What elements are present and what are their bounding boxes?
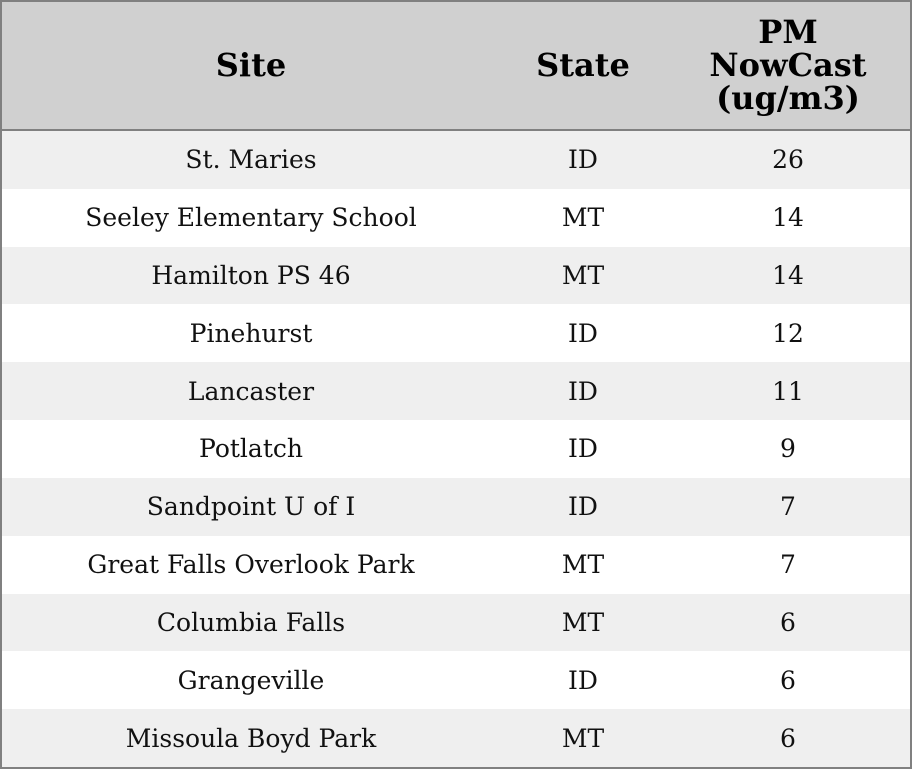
table-cell: 11 (772, 376, 804, 406)
table-cell: 14 (772, 261, 804, 291)
table-cell: ID (568, 434, 598, 464)
table-cell: 7 (780, 550, 796, 580)
table-cell: MT (561, 261, 605, 291)
table-cell: Seeley Elementary School (85, 203, 417, 233)
table-cell: 12 (772, 318, 804, 348)
header-cell: State (536, 46, 630, 84)
table-row: Sandpoint U of I ID 7 (2, 477, 910, 536)
table-row: Potlatch ID 9 (2, 420, 910, 478)
table-cell: Lancaster (187, 376, 315, 406)
table-cell: Missoula Boyd Park (125, 723, 377, 753)
table-cell: ID (568, 145, 598, 175)
table-cell: Pinehurst (189, 318, 313, 348)
table-cell: Potlatch (199, 434, 303, 464)
table-row: Seeley Elementary School MT 14 (2, 188, 910, 247)
table-cell: Sandpoint U of I (146, 492, 356, 522)
table-row: Missoula Boyd Park MT 6 (2, 709, 910, 767)
table-cell: 6 (780, 723, 796, 753)
table-cell: 14 (772, 203, 804, 233)
table-row: St. Maries ID 26 (2, 131, 910, 189)
table-row: Hamilton PS 46 MT 14 (2, 246, 910, 305)
table-cell: MT (561, 550, 605, 580)
table-row: Pinehurst ID 12 (2, 304, 910, 363)
table-cell: MT (561, 723, 605, 753)
table-cell: 9 (780, 434, 796, 464)
table-cell: Great Falls Overlook Park (87, 550, 415, 580)
table-cell: ID (568, 665, 598, 695)
header-row: Site State PM NowCast (ug/m3) (2, 2, 910, 131)
table-cell: MT (561, 203, 605, 233)
table-row: Great Falls Overlook Park MT 7 (2, 535, 910, 594)
table-cell: ID (568, 318, 598, 348)
table-cell: 6 (780, 607, 796, 637)
table-row: Lancaster ID 11 (2, 362, 910, 421)
table-cell: Grangeville (177, 665, 325, 695)
table-cell: Columbia Falls (156, 607, 346, 637)
table-cell: MT (561, 607, 605, 637)
table-cell: St. Maries (185, 145, 317, 175)
header-cell: PM NowCast (ug/m3) (709, 13, 867, 117)
table-cell: ID (568, 492, 598, 522)
table-cell: ID (568, 376, 598, 406)
table-row: Grangeville ID 6 (2, 651, 910, 710)
table-cell: Hamilton PS 46 (151, 261, 351, 291)
table-cell: 7 (780, 492, 796, 522)
header-cell: Site (215, 46, 287, 84)
table-cell: 6 (780, 665, 796, 695)
table-cell: 26 (772, 145, 804, 175)
table-row: Columbia Falls MT 6 (2, 593, 910, 652)
